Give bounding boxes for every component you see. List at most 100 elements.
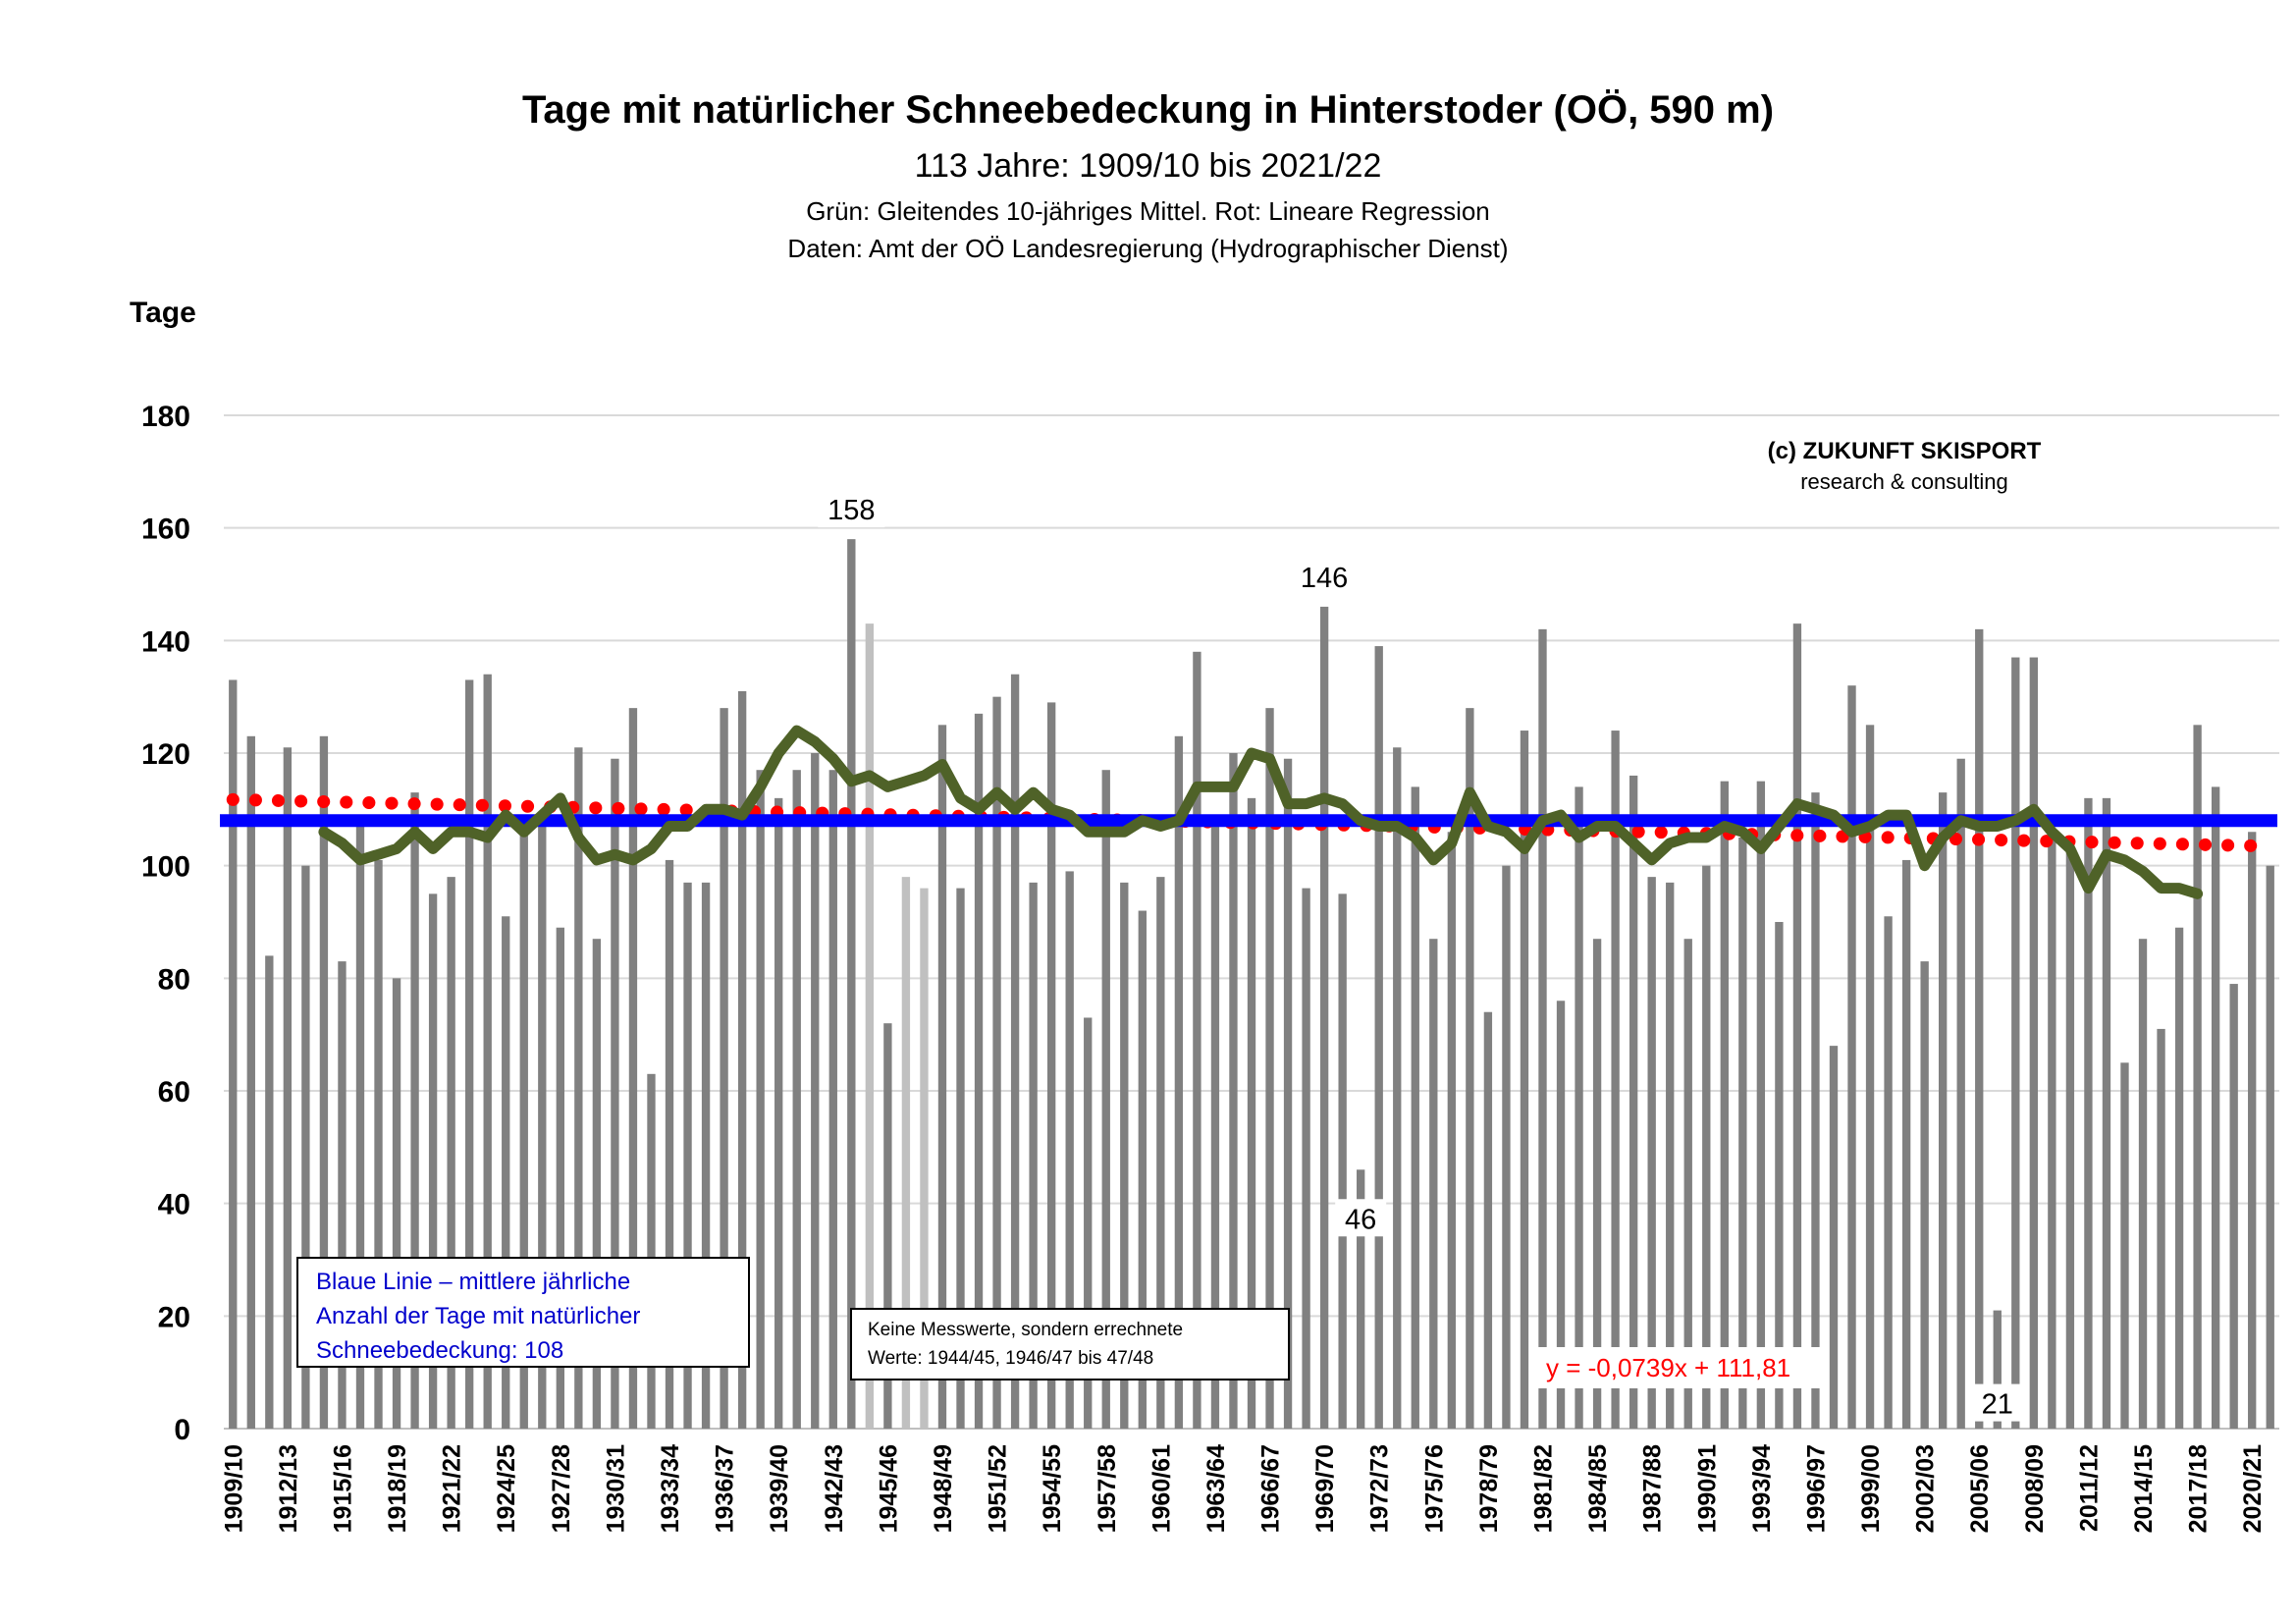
bar (447, 877, 455, 1429)
regression-equation-bg (1538, 1347, 1823, 1388)
bar (737, 690, 747, 1429)
x-tick-label: 1936/37 (712, 1444, 739, 1533)
bar (410, 792, 419, 1429)
y-tick-labels: 0 20 40 60 80 100 120 140 160 180 (141, 401, 190, 1446)
mean-info-box: Blaue Linie – mittlere jährliche Anzahl … (296, 1257, 750, 1368)
x-tick-label: 2011/12 (2075, 1444, 2103, 1532)
y-tick-label: 40 (158, 1189, 190, 1221)
bar (683, 882, 692, 1429)
bar (1229, 753, 1238, 1429)
bar (1101, 770, 1110, 1429)
bar (974, 713, 984, 1429)
bars (229, 539, 2274, 1429)
bar (1357, 1169, 1365, 1429)
bar (538, 820, 547, 1429)
bar (1847, 685, 1856, 1429)
x-tick-label: 1915/16 (329, 1444, 356, 1533)
branding: (c) ZUKUNFT SKISPORT research & consulti… (1767, 438, 2042, 495)
bar (1120, 882, 1129, 1429)
bar (1629, 775, 1638, 1429)
bar (1411, 786, 1419, 1429)
bar (720, 708, 728, 1429)
x-tick-label: 1981/82 (1529, 1444, 1557, 1533)
x-tick-label: 1942/43 (821, 1444, 848, 1533)
mean-info-line-2: Anzahl der Tage mit natürlicher (316, 1303, 641, 1329)
estimated-info-line-1: Keine Messwerte, sondern errechnete (868, 1320, 1184, 1340)
bar (1592, 939, 1602, 1429)
x-tick-label: 1951/52 (985, 1444, 1012, 1533)
bar (229, 679, 238, 1429)
mean-info-line-3: Schneebedeckung: 108 (316, 1337, 564, 1364)
bar (592, 939, 602, 1429)
bar (1029, 882, 1038, 1429)
bar (1193, 651, 1201, 1429)
x-tick-label: 1957/58 (1094, 1444, 1121, 1533)
x-tick-label: 1948/49 (930, 1444, 957, 1533)
bar (2266, 865, 2274, 1429)
bar (1374, 646, 1383, 1429)
bar (2029, 657, 2039, 1429)
bar (265, 955, 274, 1429)
data-label-bg (1291, 557, 1359, 595)
y-tick-label: 140 (141, 625, 190, 658)
x-tick-label: 1963/64 (1202, 1444, 1230, 1533)
x-tick-label: 1909/10 (220, 1444, 247, 1533)
moving-average-line (318, 725, 2204, 899)
bar (1792, 623, 1802, 1429)
bar (2084, 797, 2093, 1429)
bar (1302, 888, 1310, 1429)
bar (574, 747, 583, 1429)
bar (2011, 657, 2020, 1429)
x-tick-label: 1996/97 (1802, 1444, 1830, 1533)
bar (1520, 731, 1529, 1429)
bar (319, 735, 329, 1429)
bar (1901, 859, 1911, 1429)
bar (1956, 758, 1965, 1429)
bar (1575, 786, 1583, 1429)
y-tick-label: 180 (141, 401, 190, 433)
bar (1283, 758, 1293, 1429)
bar (1010, 674, 1020, 1429)
bar (301, 865, 310, 1429)
bar (1611, 731, 1620, 1429)
x-tick-label: 1990/91 (1693, 1444, 1721, 1533)
bar (956, 888, 965, 1429)
bar (1738, 838, 1747, 1429)
y-tick-label: 120 (141, 738, 190, 771)
bar (2048, 838, 2056, 1429)
bar (1393, 747, 1402, 1429)
x-tick-label: 1969/70 (1311, 1444, 1339, 1533)
bar (2211, 786, 2220, 1429)
x-tick-label: 1924/25 (493, 1444, 520, 1533)
x-tick-label: 2005/06 (1966, 1444, 1994, 1533)
data-labels: 158 146 46 21 y = -0,0739x + 111,81 (818, 490, 2023, 1422)
estimated-info-line-2: Werte: 1944/45, 1946/47 bis 47/48 (868, 1348, 1154, 1369)
x-tick-label: 2020/21 (2239, 1444, 2267, 1533)
y-tick-label: 100 (141, 851, 190, 884)
chart-note-legend: Grün: Gleitendes 10-jähriges Mittel. Rot… (806, 196, 1490, 226)
data-label-bg (818, 490, 885, 528)
bar (883, 1023, 892, 1429)
x-tick-label: 1978/79 (1475, 1444, 1503, 1533)
bar (1975, 628, 1984, 1429)
bar (1538, 628, 1547, 1429)
bar (628, 708, 638, 1429)
bar (1939, 792, 1948, 1429)
bar (1811, 792, 1820, 1429)
bar (1993, 1310, 2002, 1429)
data-label: 46 (1345, 1204, 1376, 1235)
bar (1683, 939, 1692, 1429)
x-tick-label: 1993/94 (1748, 1444, 1776, 1533)
bar (1556, 1001, 1566, 1429)
x-tick-label: 1930/31 (602, 1444, 629, 1533)
x-tick-label: 1987/88 (1639, 1444, 1667, 1533)
x-tick-label: 2014/15 (2130, 1444, 2158, 1533)
bar (847, 539, 856, 1429)
bar (865, 623, 875, 1429)
bar (920, 888, 929, 1429)
bar (1647, 877, 1656, 1429)
x-tick-label: 1939/40 (766, 1444, 793, 1533)
bar (1720, 781, 1729, 1429)
x-tick-label: 1921/22 (439, 1444, 466, 1533)
bar (355, 826, 365, 1429)
